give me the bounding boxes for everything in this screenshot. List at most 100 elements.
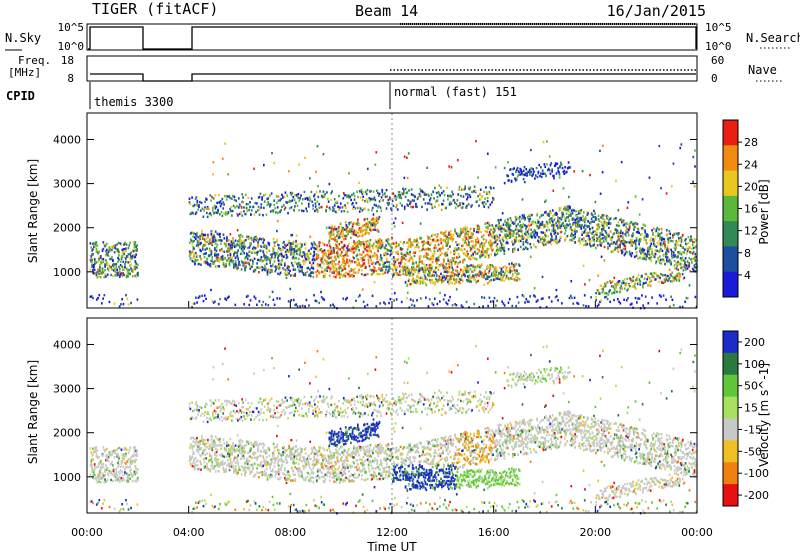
- data-cell: [91, 265, 93, 268]
- data-cell: [328, 250, 330, 254]
- data-cell: [303, 305, 305, 308]
- data-cell: [302, 260, 304, 263]
- data-cell: [483, 244, 486, 247]
- data-cell: [538, 222, 541, 225]
- data-cell: [473, 302, 476, 306]
- data-cell: [538, 240, 541, 244]
- data-cell: [524, 173, 527, 177]
- data-cell: [466, 270, 469, 273]
- data-cell: [654, 235, 657, 238]
- data-cell: [571, 223, 574, 226]
- data-cell: [107, 250, 110, 254]
- data-cell: [656, 226, 659, 230]
- data-cell: [510, 265, 512, 268]
- data-cell: [517, 173, 520, 177]
- data-cell: [646, 253, 648, 256]
- data-cell: [642, 304, 645, 307]
- data-cell: [590, 217, 593, 221]
- data-cell: [508, 277, 511, 281]
- data-cell: [378, 215, 381, 219]
- data-cell: [603, 285, 605, 288]
- data-cell: [188, 201, 191, 204]
- data-cell: [427, 240, 430, 244]
- data-cell: [350, 232, 353, 235]
- data-cell: [617, 235, 620, 238]
- data-cell: [353, 260, 356, 264]
- data-cell: [623, 253, 626, 257]
- data-cell: [636, 226, 639, 230]
- data-cell: [632, 233, 634, 236]
- data-cell: [605, 236, 608, 239]
- data-cell: [544, 243, 547, 246]
- data-cell: [591, 213, 594, 217]
- data-cell: [220, 258, 222, 262]
- data-cell: [595, 227, 598, 231]
- data-cell: [113, 251, 116, 254]
- data-cell: [549, 221, 551, 224]
- data-cell: [216, 257, 219, 261]
- data-cell: [242, 249, 245, 253]
- data-cell: [425, 193, 428, 196]
- data-cell: [354, 245, 357, 248]
- data-cell: [277, 250, 279, 253]
- data-cell: [651, 229, 653, 232]
- data-cell: [345, 194, 348, 197]
- data-cell: [452, 268, 454, 272]
- data-cell: [509, 236, 512, 239]
- data-cell: [361, 234, 363, 238]
- data-cell: [193, 260, 195, 264]
- data-cell: [371, 223, 374, 227]
- data-cell: [294, 274, 297, 277]
- data-cell: [263, 245, 265, 249]
- data-cell: [130, 251, 132, 254]
- data-cell: [235, 263, 238, 266]
- data-cell: [369, 254, 372, 258]
- data-cell: [498, 277, 501, 281]
- data-cell: [327, 262, 329, 265]
- data-cell: [647, 246, 650, 250]
- data-cell: [292, 298, 295, 302]
- data-cell: [256, 262, 259, 265]
- data-cell: [617, 250, 620, 253]
- data-cell: [428, 278, 431, 282]
- data-cell: [382, 272, 385, 275]
- data-cell: [267, 242, 270, 245]
- data-cell: [567, 207, 570, 211]
- data-cell: [455, 303, 458, 307]
- data-cell: [531, 235, 533, 238]
- data-cell: [521, 198, 524, 201]
- data-cell: [408, 244, 411, 247]
- data-cell: [293, 250, 296, 253]
- data-cell: [123, 252, 125, 256]
- data-cell: [447, 194, 449, 198]
- data-cell: [214, 207, 217, 210]
- data-cell: [92, 268, 94, 272]
- data-cell: [464, 225, 467, 229]
- data-cell: [375, 240, 378, 244]
- data-cell: [515, 178, 518, 181]
- data-cell: [536, 212, 539, 215]
- data-cell: [455, 203, 458, 206]
- data-cell: [224, 265, 227, 268]
- data-cell: [660, 236, 663, 239]
- data-cell: [479, 270, 481, 273]
- data-cell: [472, 240, 475, 243]
- data-cell: [218, 213, 221, 216]
- data-cell: [326, 205, 328, 208]
- data-cell: [597, 289, 599, 292]
- data-cell: [452, 271, 454, 275]
- data-cell: [524, 246, 526, 250]
- data-cell: [466, 229, 469, 233]
- data-cell: [598, 239, 601, 243]
- data-cell: [519, 239, 522, 243]
- data-cell: [227, 239, 230, 242]
- data-cell: [403, 207, 406, 211]
- data-cell: [462, 252, 465, 255]
- data-cell: [480, 230, 482, 234]
- data-cell: [546, 213, 549, 216]
- data-cell: [680, 253, 683, 256]
- data-cell: [487, 225, 489, 229]
- data-cell: [691, 252, 694, 255]
- data-cell: [226, 250, 228, 253]
- data-cell: [93, 260, 96, 263]
